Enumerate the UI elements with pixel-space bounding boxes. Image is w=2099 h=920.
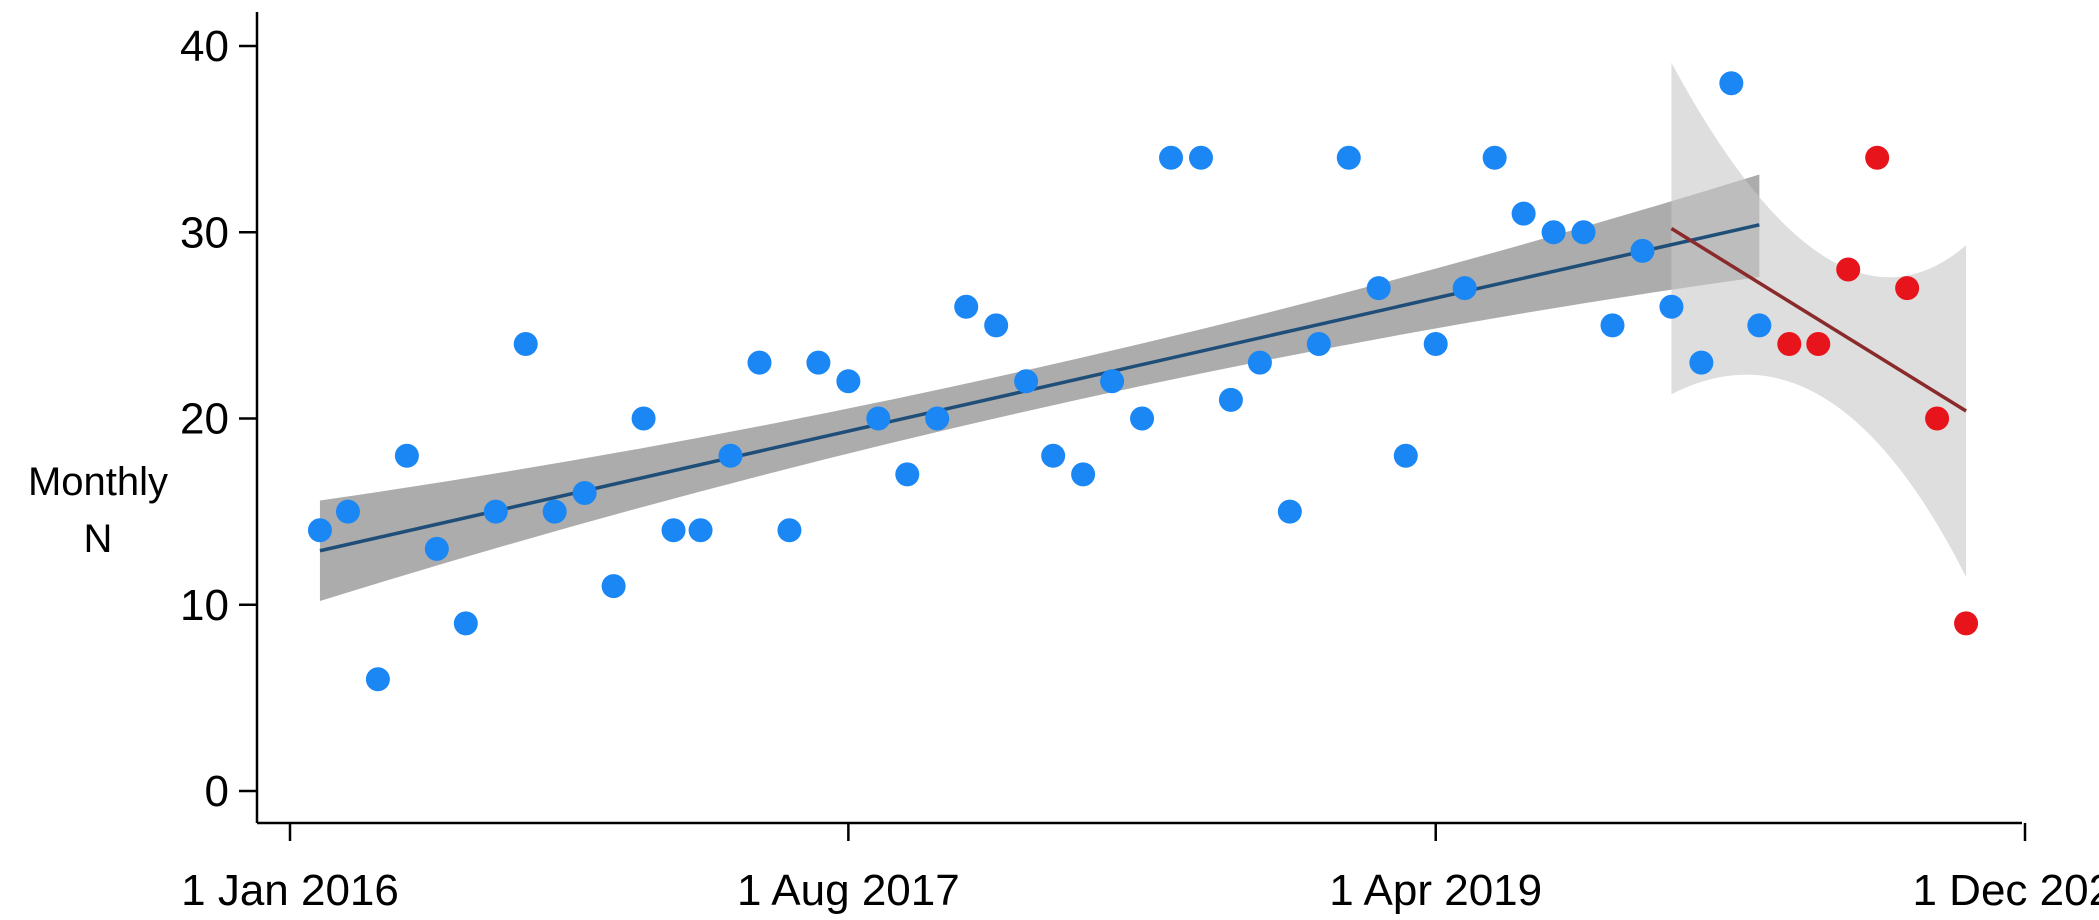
data-point [1511, 201, 1536, 226]
data-point [1689, 350, 1714, 375]
y-tick-label: 20 [180, 395, 229, 444]
data-point [718, 443, 743, 468]
x-tick-label: 1 Apr 2019 [1329, 866, 1542, 915]
data-point [661, 518, 686, 543]
data-point [335, 499, 360, 524]
data-point [836, 369, 861, 394]
data-point [483, 499, 508, 524]
data-point [806, 350, 831, 375]
data-point [1777, 332, 1802, 356]
data-point [954, 294, 979, 319]
data-point [1747, 313, 1772, 338]
data-point [688, 518, 713, 543]
fit-line-1 [319, 223, 1760, 553]
y-axis-title-line-2: N [84, 517, 113, 561]
data-point [1071, 462, 1096, 487]
x-tick-label: 1 Aug 2017 [737, 866, 960, 915]
data-point [1806, 332, 1831, 356]
data-point [307, 518, 332, 543]
data-point [1925, 406, 1950, 431]
data-point [1306, 332, 1331, 356]
x-tick-label: 1 Jan 2016 [181, 866, 399, 915]
data-point [1336, 145, 1361, 170]
data-point [1836, 257, 1861, 282]
data-point [1393, 443, 1418, 468]
data-point [601, 574, 626, 599]
data-point [1895, 276, 1920, 301]
data-point [1452, 276, 1477, 301]
data-point [1014, 369, 1039, 394]
data-point [777, 518, 802, 543]
data-point [895, 462, 920, 487]
data-point [631, 406, 656, 431]
y-tick-label: 10 [180, 581, 229, 630]
data-point [747, 350, 772, 375]
data-point [1100, 369, 1125, 394]
data-point [1277, 499, 1302, 524]
x-axis-ticks: 1 Jan 2016 1 Aug 2017 1 Apr 2019 1 Dec 2020 [181, 823, 2099, 915]
data-point [1600, 313, 1625, 338]
y-axis-title-line-1: Monthly [28, 460, 168, 504]
data-point [513, 332, 538, 356]
y-axis-ticks: 0 10 20 30 40 [180, 22, 257, 816]
data-point [542, 499, 567, 524]
data-point [424, 536, 449, 561]
data-point [1954, 611, 1979, 636]
data-point [1719, 71, 1744, 96]
fit-lines [319, 223, 1967, 553]
data-point [1423, 332, 1448, 356]
data-point [1218, 387, 1243, 412]
data-point [1130, 406, 1155, 431]
data-point [1247, 350, 1272, 375]
x-tick-label: 1 Dec 2020 [1912, 866, 2099, 915]
data-point [1366, 276, 1391, 301]
axes: 0 10 20 30 40 1 Jan 2016 1 Aug 2017 1 Apr 2019… [180, 12, 2099, 915]
data-point [1188, 145, 1213, 170]
data-point [365, 667, 390, 692]
fit-line-2 [1670, 227, 1967, 413]
data-points [307, 71, 1979, 692]
data-point [1482, 145, 1507, 170]
data-point [1041, 443, 1066, 468]
data-point [394, 443, 419, 468]
y-tick-label: 0 [205, 767, 229, 816]
data-point [866, 406, 891, 431]
data-point [984, 313, 1009, 338]
y-tick-label: 30 [180, 208, 229, 257]
data-point [925, 406, 950, 431]
data-point [1541, 220, 1566, 245]
data-point [1659, 294, 1684, 319]
data-point [1571, 220, 1596, 245]
data-point [1159, 145, 1184, 170]
data-point [1865, 145, 1890, 170]
data-point [1630, 238, 1655, 263]
y-tick-label: 40 [180, 22, 229, 71]
data-point [453, 611, 478, 636]
confidence-bands [319, 62, 1967, 602]
data-point [572, 481, 597, 505]
